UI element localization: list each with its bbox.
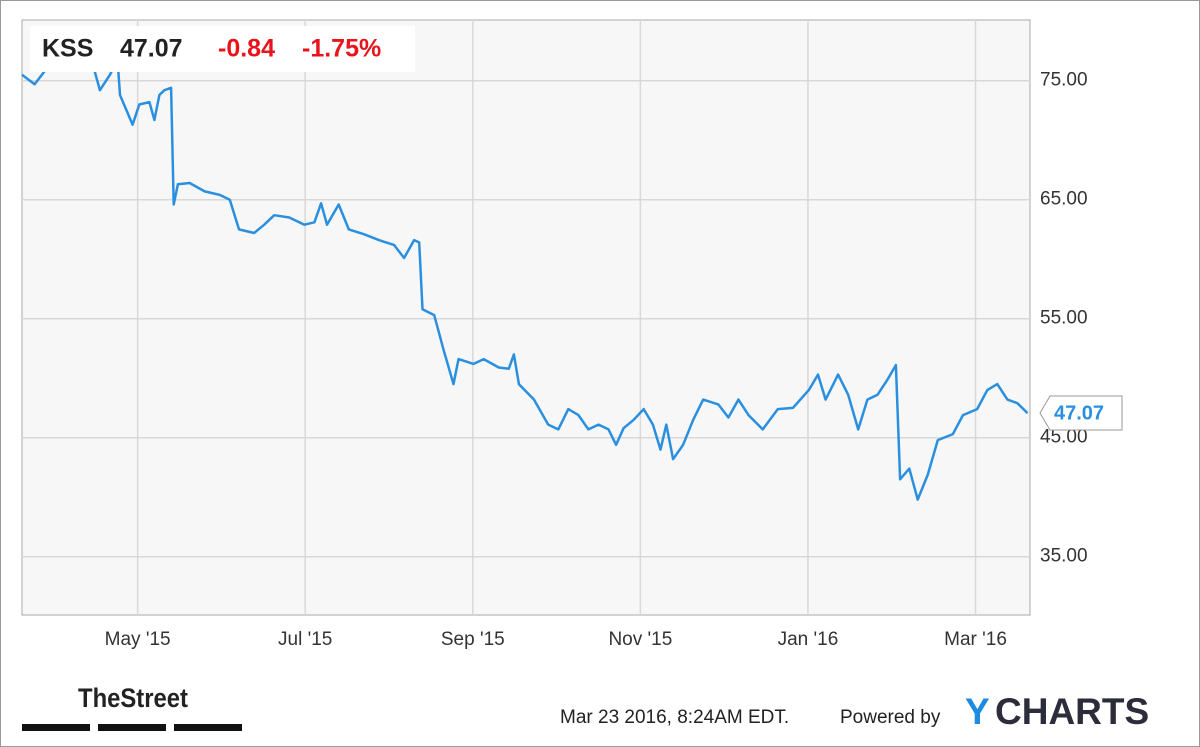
price-tag-box (1039, 395, 1123, 431)
logo-bar (98, 724, 166, 731)
logo-bar (174, 724, 242, 731)
y-tick-label: 65.00 (1040, 189, 1088, 210)
x-tick-label: Jan '16 (778, 629, 839, 650)
y-tick-label: 45.00 (1040, 427, 1088, 448)
header-box (30, 26, 415, 72)
brand-rest: CHARTS (995, 691, 1149, 732)
price-tag: 47.07 (1054, 402, 1104, 424)
y-tick-label: 35.00 (1040, 546, 1088, 567)
x-tick-label: Mar '16 (944, 629, 1007, 650)
price: 47.07 (120, 35, 183, 63)
plot-area: 35.00 45.00 55.00 65.00 75.00 May '15 Jul '15 S… (21, 19, 1123, 650)
y-tick-label: 75.00 (1040, 70, 1088, 91)
brand-y: Y (965, 691, 990, 732)
x-tick-label: Nov '15 (608, 629, 672, 650)
price-line (21, 33, 1029, 501)
y-tick-label: 55.00 (1040, 308, 1088, 329)
thestreet-logo: TheStreet (78, 683, 188, 713)
plot-background (21, 19, 1031, 616)
powered-by: Powered by (840, 707, 941, 728)
change: -0.84 (218, 35, 275, 63)
x-tick-label: Sep '15 (441, 629, 505, 650)
timestamp: Mar 23 2016, 8:24AM EDT. (560, 707, 789, 728)
logo-bar (22, 724, 90, 731)
change-percent: -1.75% (302, 35, 381, 63)
ticker: KSS (42, 35, 93, 63)
x-tick-label: May '15 (105, 629, 171, 650)
x-tick-label: Jul '15 (278, 629, 332, 650)
